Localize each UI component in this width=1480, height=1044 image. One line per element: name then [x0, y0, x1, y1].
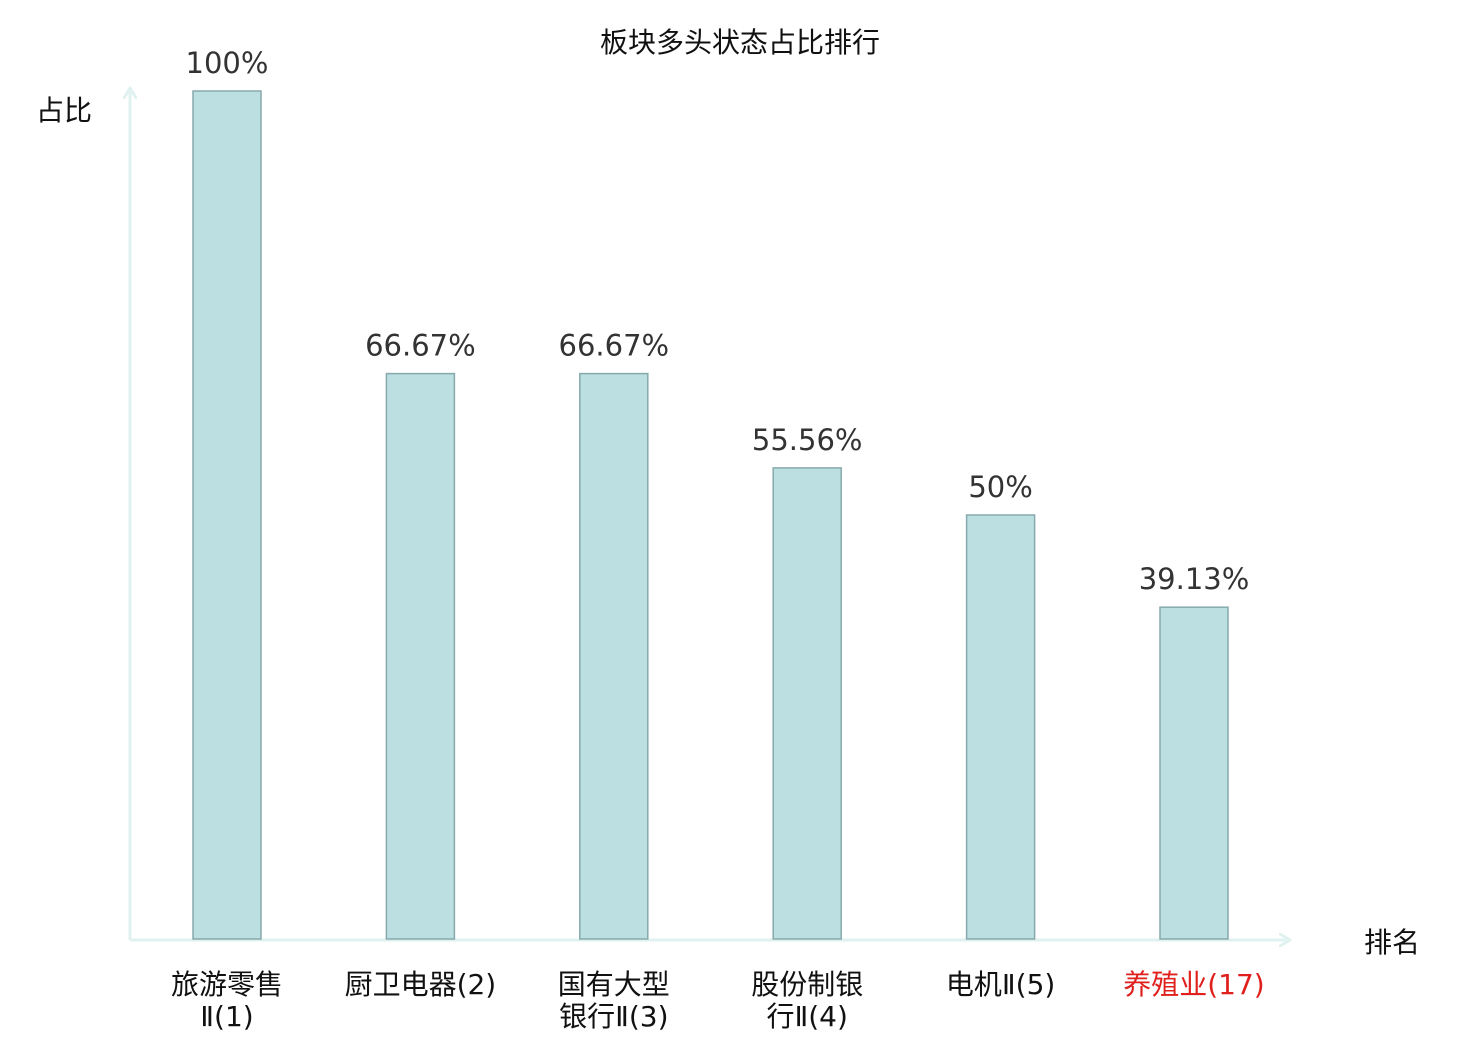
category-label-line: 股份制银: [751, 968, 863, 1001]
bar-value-label: 55.56%: [752, 423, 863, 457]
bar: [965, 514, 1036, 940]
y-axis-label: 占比: [36, 94, 92, 127]
bar-value-label: 100%: [186, 46, 269, 80]
category-label: 厨卫电器(2): [345, 968, 497, 1001]
bar-value-label: 66.67%: [559, 329, 670, 363]
bar: [579, 372, 649, 940]
bars-group: [192, 90, 1229, 940]
category-label-line: 养殖业(17): [1123, 968, 1264, 1001]
category-label: 电机Ⅱ(5): [946, 968, 1055, 1001]
bar-value-label: 39.13%: [1139, 562, 1250, 596]
category-label: 旅游零售 Ⅱ(1): [171, 968, 283, 1033]
category-label-line: Ⅱ(1): [200, 1000, 253, 1033]
chart-title: 板块多头状态占比排行: [600, 26, 880, 59]
category-label: 股份制银行Ⅱ(4): [751, 968, 863, 1033]
category-label-line: 国有大型: [558, 968, 670, 1001]
category-labels-group: 旅游零售 Ⅱ(1) 厨卫电器(2) 国有大型银行Ⅱ(3) 股份制银行Ⅱ(4) 电机Ⅱ(5)…: [171, 968, 1265, 1033]
bar-value-label: 66.67%: [365, 329, 476, 363]
category-label: 养殖业(17): [1123, 968, 1264, 1001]
category-label-line: 银行Ⅱ(3): [559, 1000, 668, 1033]
x-axis-label: 排名: [1364, 926, 1420, 959]
category-label-line: 电机Ⅱ(5): [946, 968, 1055, 1001]
bar-value-label: 50%: [968, 470, 1032, 504]
category-label-line: 旅游零售: [171, 968, 283, 1001]
bar: [192, 90, 262, 940]
category-label-line: 厨卫电器(2): [345, 968, 497, 1001]
category-label-line: 行Ⅱ(4): [766, 1000, 847, 1033]
bar: [385, 372, 456, 940]
bar: [1159, 606, 1229, 940]
value-labels-group: 100% 66.67% 66.67% 55.56% 50% 39.13%: [186, 46, 1250, 596]
category-label: 国有大型银行Ⅱ(3): [558, 968, 670, 1033]
bar: [772, 467, 842, 940]
